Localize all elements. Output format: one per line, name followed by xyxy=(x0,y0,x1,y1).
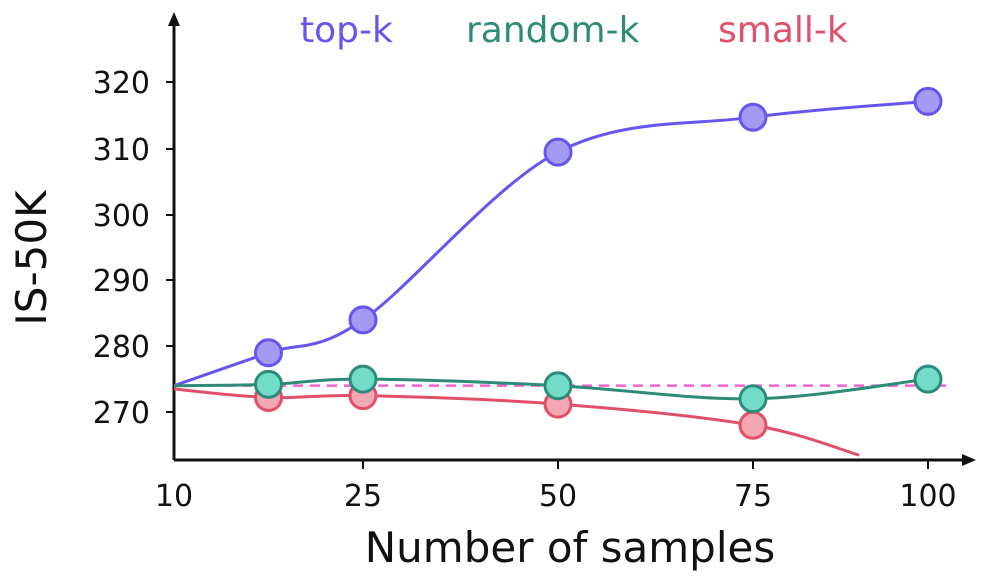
y-axis-title: IS-50K xyxy=(7,189,56,326)
series-markers xyxy=(254,86,943,440)
point-top-k-4 xyxy=(913,86,943,116)
point-random-k-4 xyxy=(913,364,943,394)
point-random-k-1 xyxy=(348,364,378,394)
legend: top-k random-k small-k xyxy=(300,10,848,51)
legend-random-k: random-k xyxy=(466,10,640,51)
x-axis-title: Number of samples xyxy=(365,523,775,572)
y-tick-label-310: 310 xyxy=(93,133,150,168)
x-ticks xyxy=(362,460,929,469)
y-ticks xyxy=(166,81,174,413)
x-tick-label-10: 10 xyxy=(155,479,193,514)
point-small-k-3 xyxy=(738,410,768,440)
point-top-k-0 xyxy=(254,338,283,368)
y-tick-label-270: 270 xyxy=(93,396,150,431)
y-tick-label-290: 290 xyxy=(93,264,150,299)
x-tick-label-50: 50 xyxy=(539,479,577,514)
x-axis-arrow xyxy=(962,454,976,466)
point-top-k-2 xyxy=(543,137,573,167)
y-tick-label-280: 280 xyxy=(93,330,150,365)
point-random-k-3 xyxy=(738,384,768,414)
point-top-k-1 xyxy=(348,305,378,335)
x-tick-labels: 10 25 50 75 100 xyxy=(155,479,957,514)
y-tick-label-300: 300 xyxy=(93,199,150,234)
y-tick-label-320: 320 xyxy=(93,66,150,101)
point-random-k-0 xyxy=(254,369,283,399)
x-tick-label-25: 25 xyxy=(344,479,382,514)
y-tick-labels: 270 280 290 300 310 320 xyxy=(93,66,150,431)
x-tick-label-75: 75 xyxy=(734,479,772,514)
legend-top-k: top-k xyxy=(300,10,393,51)
point-random-k-2 xyxy=(543,371,573,401)
x-tick-label-100: 100 xyxy=(899,479,956,514)
legend-small-k: small-k xyxy=(718,10,848,51)
point-top-k-3 xyxy=(738,102,768,132)
y-axis-arrow xyxy=(168,12,180,26)
